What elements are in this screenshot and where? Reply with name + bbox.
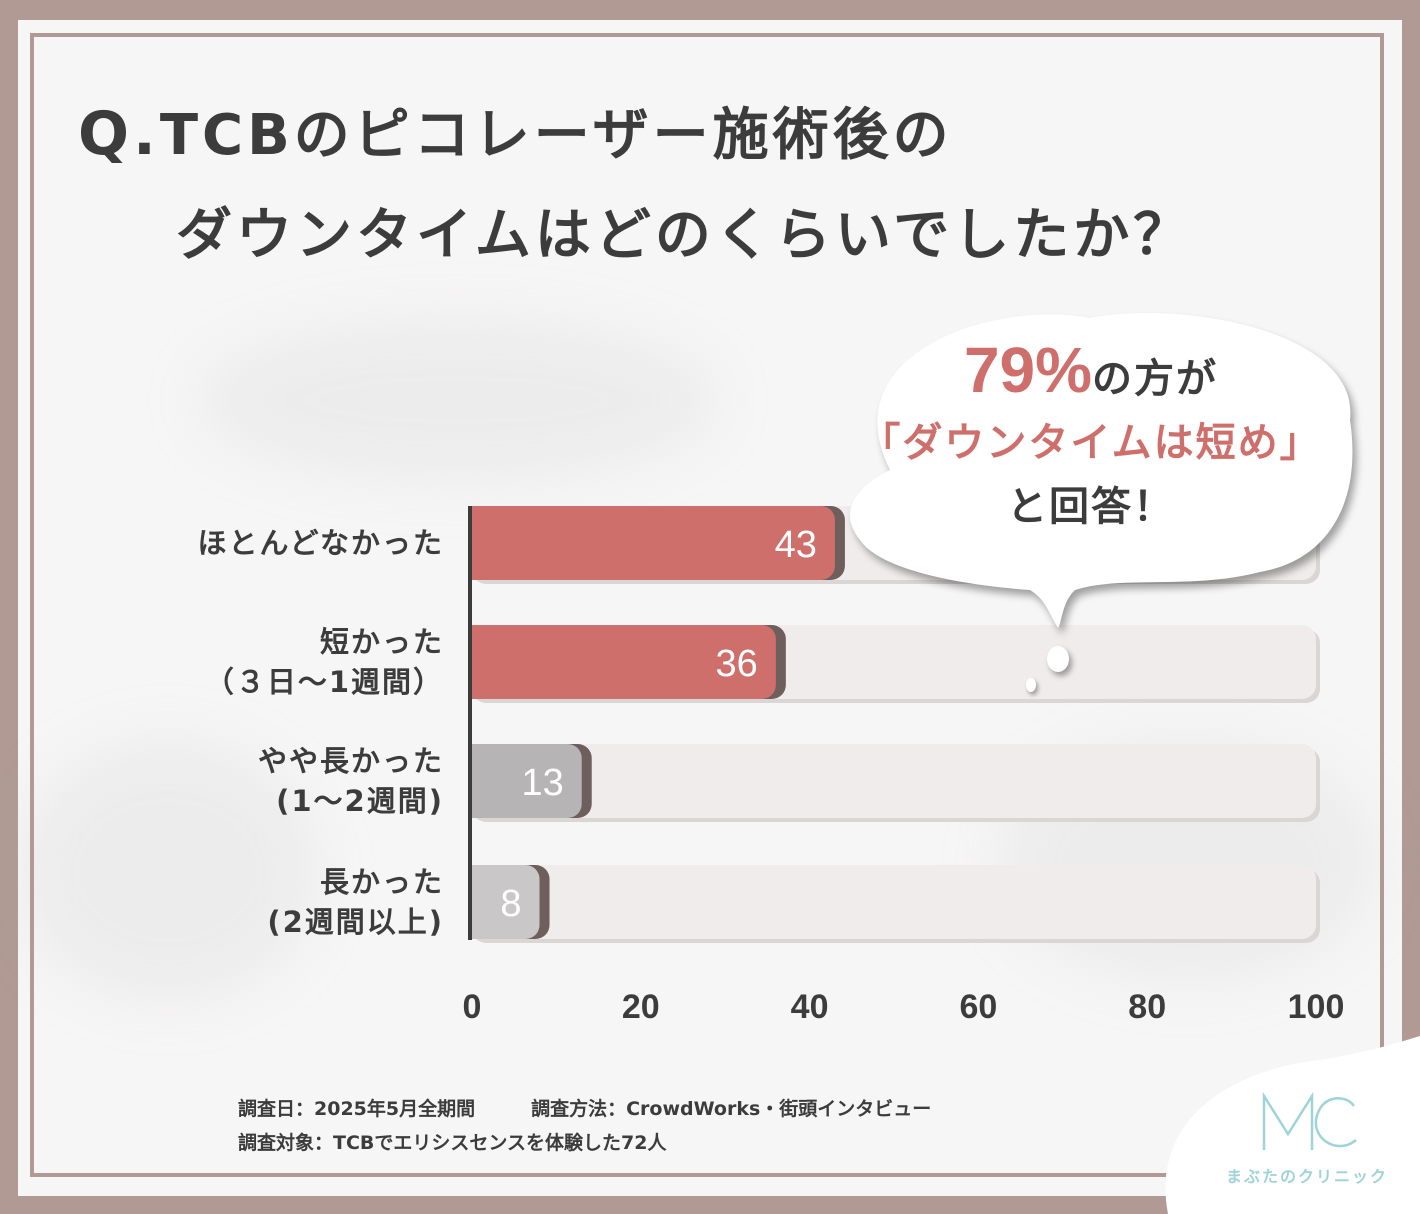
bar-value-label: 8	[500, 883, 521, 925]
bubble-dot-small	[1026, 678, 1036, 692]
x-tick-label: 20	[622, 988, 660, 1026]
x-tick-label: 100	[1288, 988, 1345, 1026]
shadow-decoration	[198, 320, 718, 480]
question-title: Q.TCBのピコレーザー施術後の ダウンタイムはどのくらいでしたか？	[78, 84, 1193, 286]
title-line-1: TCBのピコレーザー施術後の	[159, 103, 953, 168]
category-label-line: (2週間以上)	[267, 905, 444, 939]
bar-track	[472, 744, 1316, 818]
question-mark-label: Q.	[78, 99, 160, 169]
bar-left-square	[472, 865, 492, 939]
category-label: ほとんどなかった	[197, 523, 444, 563]
survey-footnote: 調査日：2025年5月全期間 調査方法：CrowdWorks・街頭インタビュー 調…	[238, 1092, 931, 1160]
category-label-line: （３日〜1週間）	[204, 665, 444, 699]
bar	[472, 744, 582, 818]
survey-target: 調査対象：TCBでエリシスセンスを体験した72人	[238, 1132, 667, 1154]
bar-value-label: 43	[775, 524, 817, 566]
title-line-2: ダウンタイムはどのくらいでしたか？	[176, 203, 1194, 268]
bar-left-square	[472, 625, 492, 699]
callout-line-1: の方が	[1092, 356, 1219, 402]
bubble-dot-large	[1047, 646, 1069, 672]
callout-line-3: と回答！	[1007, 484, 1175, 530]
bar	[472, 506, 835, 580]
bar-left-square	[472, 744, 492, 818]
callout-percent: 79%	[963, 334, 1093, 406]
survey-method: 調査方法：CrowdWorks・街頭インタビュー	[531, 1098, 932, 1120]
frame-border	[30, 33, 1384, 1177]
bar	[472, 625, 776, 699]
category-label-line: 短かった	[319, 625, 444, 659]
x-tick-label: 80	[1128, 988, 1166, 1026]
shadow-decoration	[18, 740, 318, 1000]
bar-left-square	[472, 506, 492, 580]
category-label: やや長かった (1〜2週間)	[258, 741, 444, 821]
category-label: 短かった （３日〜1週間）	[205, 622, 444, 702]
category-label-line: ほとんどなかった	[197, 526, 444, 560]
x-tick-label: 0	[463, 988, 482, 1026]
callout-text: 79%の方が 「ダウンタイムは短め」 と回答！	[836, 338, 1346, 539]
bar-value-label: 13	[521, 762, 563, 804]
category-label-line: 長かった	[319, 865, 444, 899]
bar-value-label: 36	[716, 643, 758, 685]
speech-bubble-shape	[850, 313, 1353, 628]
category-label-line: やや長かった	[257, 744, 444, 778]
callout-line-2: 「ダウンタイムは短め」	[860, 420, 1322, 466]
clinic-logo-icon	[1262, 1091, 1357, 1150]
clinic-name: まぶたのクリニック	[1226, 1167, 1389, 1186]
x-tick-label: 60	[959, 988, 997, 1026]
x-tick-label: 40	[791, 988, 829, 1026]
category-label-line: (1〜2週間)	[276, 784, 444, 818]
category-label: 長かった (2週間以上)	[267, 862, 444, 942]
survey-date: 調査日：2025年5月全期間	[238, 1098, 476, 1120]
bar-track	[472, 865, 1316, 939]
